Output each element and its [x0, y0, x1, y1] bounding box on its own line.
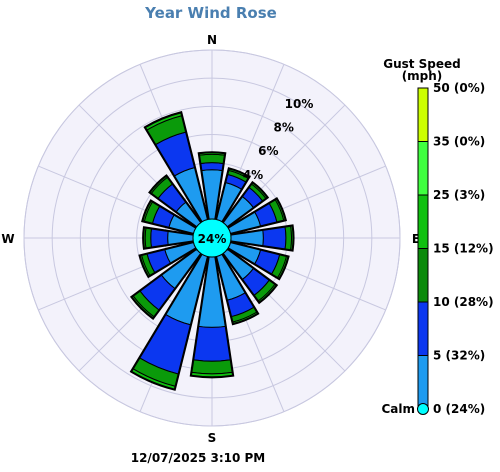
petal-segment-25	[232, 311, 259, 325]
calm-percent-label: 24%	[198, 232, 227, 246]
compass-label-north: N	[207, 33, 217, 47]
petal-segment-15	[191, 359, 233, 375]
legend-swatch	[417, 141, 429, 196]
legend-bin-label: 35 (0%)	[433, 135, 485, 149]
petal-segment-25	[277, 255, 289, 279]
radial-tick-label: 10%	[285, 97, 314, 111]
petal-ene	[226, 197, 288, 236]
petal-wnw	[141, 199, 198, 236]
legend-calm-marker	[417, 403, 429, 415]
petal-n	[197, 151, 227, 222]
petal-segment-25	[149, 175, 168, 194]
legend-unit: (mph)	[402, 69, 443, 83]
petal-segment-10	[150, 228, 169, 248]
petal-segment-25	[139, 254, 151, 277]
petals	[129, 111, 295, 391]
petal-segment-25	[143, 227, 147, 249]
radial-tick-label: 4%	[243, 168, 263, 182]
timestamp: 12/07/2025 3:10 PM	[131, 451, 266, 465]
petal-segment-25	[142, 200, 153, 222]
legend-swatch	[417, 355, 429, 410]
compass-label-east: E	[412, 232, 420, 246]
petal-segment-10	[200, 162, 224, 172]
petal-segment-25	[274, 198, 286, 221]
legend-bin-label: 15 (12%)	[433, 242, 494, 256]
petal-sw	[129, 247, 203, 321]
petal-segment-10	[193, 325, 231, 362]
legend-bin-label: 25 (3%)	[433, 188, 485, 202]
petal-segment-25	[257, 283, 277, 303]
legend-swatch	[417, 301, 429, 356]
legend: Gust Speed (mph) 5 (32%) 10 (28%) 15 (12%)…	[381, 57, 493, 416]
legend-swatch	[417, 87, 429, 142]
petal-segment-10	[262, 226, 287, 250]
compass-label-south: S	[208, 431, 217, 445]
petal-segment-15	[199, 153, 225, 165]
petal-segment-15	[284, 225, 293, 251]
petal-segment-25	[228, 168, 250, 179]
legend-swatch	[417, 194, 429, 249]
legend-swatch	[417, 248, 429, 303]
petal-segment-25	[190, 371, 234, 378]
radial-tick-labels: 4% 6% 8% 10%	[243, 97, 314, 182]
polar-plot-area: 24% 4% 6% 8% 10%	[23, 49, 401, 427]
petal-segment-25	[198, 152, 226, 156]
calm-circle	[192, 218, 232, 258]
legend-title: Gust Speed	[383, 57, 461, 71]
petal-segment-15	[144, 227, 152, 249]
legend-bins: 5 (32%) 10 (28%) 15 (12%) 25 (3%) 35 (0%) 50 …	[417, 81, 494, 410]
petal-segment-25	[144, 112, 183, 131]
petal-se	[221, 247, 279, 305]
legend-calm-label: Calm	[381, 402, 415, 416]
legend-bin-label: 5 (32%)	[433, 349, 485, 363]
chart-title: Year Wind Rose	[144, 4, 277, 22]
radial-tick-label: 6%	[258, 144, 278, 158]
petal-ese	[226, 240, 290, 281]
legend-bin-label: 50 (0%)	[433, 81, 485, 95]
radial-tick-label: 8%	[274, 121, 294, 135]
petal-segment-25	[251, 182, 268, 199]
legend-calm-value: 0 (24%)	[433, 402, 485, 416]
compass-label-west: W	[1, 232, 14, 246]
legend-bin-label: 10 (28%)	[433, 295, 494, 309]
petal-segment-25	[131, 368, 176, 390]
petal-segment-25	[131, 295, 155, 319]
petal-s	[189, 254, 235, 379]
petal-segment-25	[290, 225, 294, 251]
